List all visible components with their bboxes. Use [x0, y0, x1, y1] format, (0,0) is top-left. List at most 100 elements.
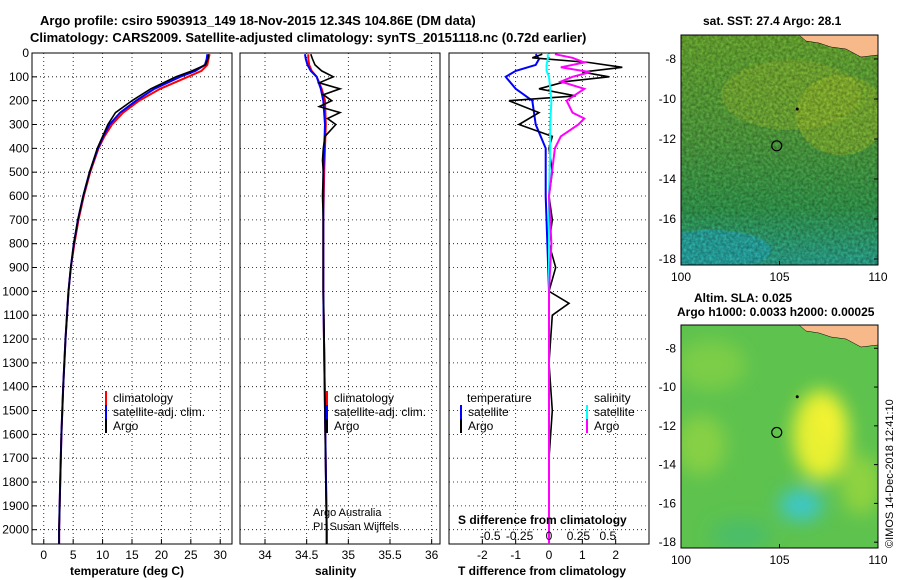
x-tick-label: 20 [155, 548, 169, 562]
sst-heatmap [681, 35, 878, 265]
salinity-axes [239, 52, 441, 545]
sla-patch [711, 521, 771, 548]
legend-s-argo-label: Argo [594, 419, 620, 433]
s-tick-label: 0 [546, 529, 553, 543]
map-y-tick-label: -16 [659, 496, 677, 510]
y-tick-label: 700 [9, 213, 29, 227]
map-x-tick-label: 105 [769, 270, 789, 284]
x-tick-label: 34 [258, 548, 272, 562]
map-y-tick-label: -8 [665, 52, 676, 66]
salinity-xlabel: salinity [315, 564, 357, 578]
salinity-grid [240, 52, 440, 544]
float-position-marker [771, 426, 783, 439]
legend-satellite-label: satellite-adj. clim. [334, 405, 426, 419]
temperature-panel: 0 5 10 15 20 25 30 0 100 200 300 400 500 600 700 800 90… [2, 46, 233, 578]
x-tick-label: -2 [477, 548, 488, 562]
y-tick-label: 0 [22, 46, 29, 60]
x-tick-label: 5 [70, 548, 77, 562]
sst-map-ticks: 100 105 110 -8 -10 -12 -14 -16 -18 [659, 52, 888, 284]
difference-xlabel-top: S difference from climatology [458, 513, 627, 527]
legend-argo-label: Argo [334, 419, 360, 433]
series-line-argo [58, 54, 210, 544]
salinity-panel: 34 34.5 35 35.5 36 salinity climatology sate… [239, 52, 441, 578]
map-y-tick-label: -14 [659, 458, 677, 472]
temperature-series [58, 53, 211, 544]
x-tick-label: 15 [125, 548, 139, 562]
s-tick-label: -0.25 [506, 529, 534, 543]
depth-ticks: 0 100 200 300 400 500 600 700 800 900 1000 1100 1200… [2, 46, 37, 537]
sla-map-panel: Altim. SLA: 0.025 Argo h1000: 0.0033 h20… [659, 291, 888, 567]
map-y-tick-label: -18 [659, 535, 677, 549]
sla-map-title: Altim. SLA: 0.025 [694, 291, 792, 305]
x-tick-label: 36 [425, 548, 439, 562]
series-line-t-argo [508, 53, 623, 544]
map-x-tick-label: 110 [868, 553, 887, 567]
map-x-tick-label: 100 [671, 270, 691, 284]
sla-map-ticks: 100 105 110 -8 -10 -12 -14 -16 -18 [659, 341, 888, 567]
sla-map-subtitle: Argo h1000: 0.0033 h2000: 0.00025 [677, 305, 875, 319]
legend-satellite-label: satellite-adj. clim. [113, 405, 205, 419]
sla-patch [681, 340, 746, 390]
x-tick-label: 30 [214, 548, 228, 562]
title-line2: Climatology: CARS2009. Satellite-adjuste… [30, 30, 586, 45]
x-tick-label: 10 [96, 548, 110, 562]
map-y-tick-label: -10 [659, 92, 677, 106]
temperature-diff-legend: temperature satellite Argo [460, 391, 532, 433]
x-tick-label: 1 [579, 548, 586, 562]
x-tick-label: 0 [546, 548, 553, 562]
sla-heatmap [681, 325, 878, 548]
y-tick-label: 200 [9, 94, 29, 108]
x-tick-label: 35 [342, 548, 356, 562]
float-position-marker [771, 140, 783, 152]
legend-temperature-title: temperature [467, 391, 532, 405]
legend-salinity-title: salinity [594, 391, 631, 405]
map-y-tick-label: -8 [665, 341, 676, 355]
y-tick-label: 600 [9, 189, 29, 203]
series-line-s-argo [547, 53, 591, 544]
sla-high-core [819, 402, 843, 438]
map-y-tick-label: -18 [659, 252, 677, 266]
salinity-legend: climatology satellite-adj. clim. Argo [326, 391, 426, 433]
y-tick-label: 800 [9, 237, 29, 251]
y-tick-label: 300 [9, 118, 29, 132]
cocos-island-marker [795, 107, 799, 111]
salinity-xticks: 34 34.5 35 35.5 36 [258, 539, 439, 562]
temperature-axes [31, 52, 233, 545]
difference-panel: -2 -1 0 1 2 T difference from climatology S … [448, 52, 650, 578]
legend-s-satellite-label: satellite [594, 405, 635, 419]
map-x-tick-label: 100 [671, 553, 691, 567]
credit-line2: PI: Susan Wijffels [313, 521, 399, 533]
salinity-diff-legend: salinity satellite Argo [586, 391, 635, 433]
legend-t-satellite-label: satellite [468, 405, 509, 419]
cocos-island-marker [795, 395, 799, 399]
y-tick-label: 1600 [2, 427, 29, 441]
x-tick-label: 34.5 [295, 548, 319, 562]
y-tick-label: 1100 [3, 308, 29, 322]
y-tick-label: 2000 [2, 523, 29, 537]
x-tick-label: 2 [612, 548, 619, 562]
series-line-argo [310, 53, 343, 544]
y-tick-label: 400 [9, 141, 29, 155]
footer-timestamp: ©IMOS 14-Dec-2018 12:41:10 [884, 399, 896, 548]
sst-map-panel: sat. SST: 27.4 Argo: 28.1 100 105 110 -8 -10… [659, 14, 888, 284]
y-tick-label: 900 [9, 261, 29, 275]
s-tick-label: 0.25 [567, 529, 591, 543]
y-tick-label: 100 [9, 70, 29, 84]
temperature-grid [32, 52, 232, 544]
y-tick-label: 1500 [2, 404, 29, 418]
s-tick-label: 0.5 [599, 529, 616, 543]
map-y-tick-label: -12 [659, 419, 677, 433]
legend-argo-label: Argo [113, 419, 139, 433]
difference-xlabel: T difference from climatology [458, 564, 626, 578]
x-tick-label: 0 [40, 548, 47, 562]
legend-climatology-label: climatology [113, 391, 173, 405]
title-line1: Argo profile: csiro 5903913_149 18-Nov-2… [40, 13, 476, 28]
land-java [798, 325, 878, 348]
map-x-tick-label: 105 [769, 553, 789, 567]
salinity-diff-ticks: -0.5 -0.25 0 0.25 0.5 [480, 529, 617, 543]
temperature-legend: climatology satellite-adj. clim. Argo [105, 391, 205, 433]
map-y-tick-label: -16 [659, 212, 677, 226]
land-java [798, 35, 878, 58]
sla-high-blob [793, 390, 849, 480]
